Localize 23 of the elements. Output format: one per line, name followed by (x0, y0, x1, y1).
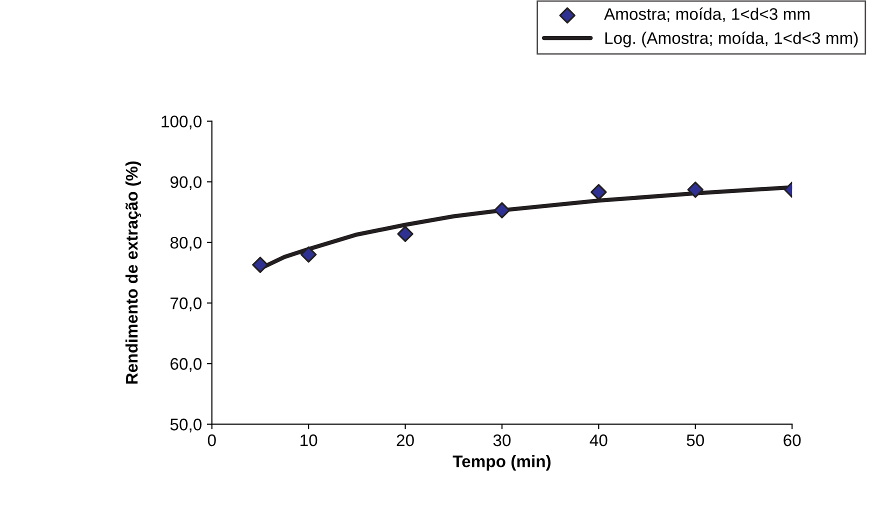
y-tick-label: 90,0 (170, 176, 202, 190)
legend-label: Log. (Amostra; moída, 1<d<3 mm) (605, 32, 858, 48)
x-tick-label: 0 (208, 434, 216, 446)
y-tick-label: 80,0 (170, 236, 202, 251)
point (252, 256, 268, 273)
y-tick-label: 70,0 (170, 297, 202, 312)
point (300, 246, 317, 263)
x-tick-label: 40 (590, 434, 608, 446)
point (397, 226, 414, 242)
x-tick-label: 60 (784, 434, 801, 446)
y-tick-label: 100,0 (162, 116, 202, 130)
y-tick-label: 50,0 (170, 418, 202, 432)
point (687, 182, 704, 198)
legend-label: Amostra; moída, 1<d<3 mm (604, 8, 810, 22)
x-axis-title: Tempo (min) (452, 455, 551, 471)
point (494, 202, 510, 218)
x-tick-label: 10 (300, 434, 318, 446)
y-tick-label: 60,0 (170, 358, 202, 372)
x-tick-label: 50 (686, 434, 704, 446)
point (590, 184, 607, 200)
x-tick-label: 30 (493, 434, 511, 446)
y-axis-title: Rendimento de extração (%) (125, 161, 142, 384)
x-tick-label: 20 (396, 434, 414, 446)
